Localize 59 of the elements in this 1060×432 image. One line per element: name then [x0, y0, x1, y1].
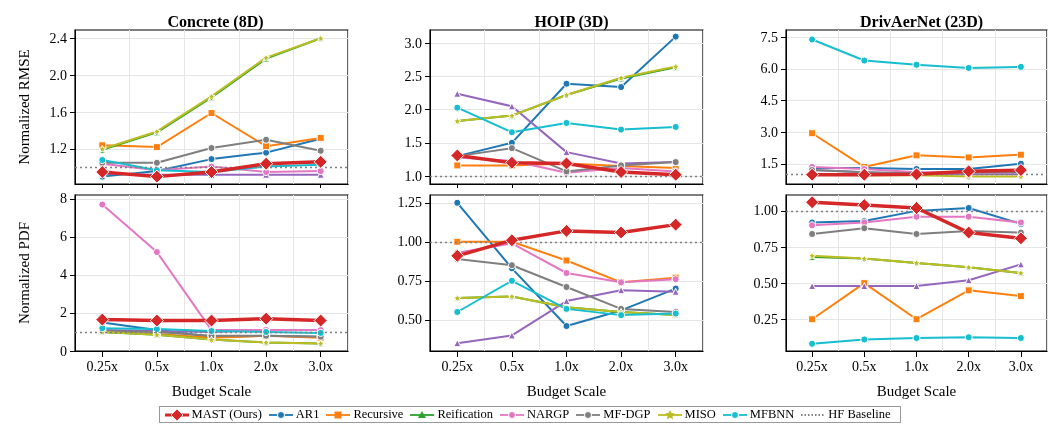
x-tick-label: 3.0x — [663, 358, 688, 374]
y-tick-label: 0.25 — [753, 311, 778, 327]
legend-label: NARGP — [525, 407, 570, 422]
y-tick-label: 2.0 — [49, 67, 67, 83]
legend-label: MF-DGP — [602, 407, 651, 422]
x-tick-label: 2.0x — [253, 358, 279, 374]
x-tick-label: 0.5x — [852, 358, 877, 374]
y-tick-label: 1.5 — [404, 135, 422, 151]
y-tick-label: 6.0 — [760, 61, 778, 77]
y-tick-label: 0.75 — [397, 273, 422, 289]
chart-title: HOIP (3D) — [534, 12, 609, 31]
x-tick-label: 0.25x — [796, 358, 828, 374]
legend-label: Recursive — [352, 407, 404, 422]
x-tick-label: 1.0x — [904, 358, 929, 374]
y-tick-label: 1.25 — [397, 195, 422, 211]
legend-label: Reification — [436, 407, 493, 422]
y-tick-label: 1.0 — [404, 168, 422, 184]
x-axis-title: Budget Scale — [876, 382, 957, 399]
y-tick-label: 2.4 — [49, 30, 67, 46]
legend-label: MAST (Ours) — [190, 407, 262, 422]
x-tick-label: 0.25x — [86, 358, 119, 374]
x-tick-label: 3.0x — [308, 358, 333, 374]
y-tick-label: 6 — [60, 229, 67, 245]
x-tick-label: 1.0x — [199, 358, 224, 374]
x-axis-title: Budget Scale — [171, 382, 252, 399]
y-tick-label: 0.50 — [753, 275, 778, 291]
y-tick-label: 1.5 — [760, 156, 778, 172]
chart-title: Concrete (8D) — [167, 12, 264, 31]
y-tick-label: 1.00 — [397, 234, 422, 250]
x-tick-label: 1.0x — [554, 358, 579, 374]
chart-title: DrivAerNet (23D) — [859, 12, 984, 31]
y-tick-label: 0.50 — [397, 312, 422, 328]
y-tick-label: 3.0 — [404, 35, 422, 51]
y-axis-title: Normalized RMSE — [15, 49, 32, 165]
y-tick-label: 3.0 — [760, 124, 778, 140]
y-tick-label: 4.5 — [760, 93, 778, 109]
y-tick-label: 2.5 — [404, 68, 422, 84]
y-tick-label: 0 — [60, 343, 67, 359]
x-axis-title: Budget Scale — [526, 382, 607, 399]
y-tick-label: 1.6 — [49, 104, 67, 120]
legend-label: MFBNN — [748, 407, 795, 422]
y-tick-label: 7.5 — [760, 29, 778, 45]
x-tick-label: 3.0x — [1008, 358, 1034, 374]
x-tick-label: 0.25x — [441, 358, 474, 374]
legend-label: HF Baseline — [827, 407, 891, 422]
y-tick-label: 1.00 — [753, 203, 778, 219]
y-tick-label: 2.0 — [404, 102, 422, 118]
y-tick-label: 0.75 — [753, 239, 778, 255]
y-tick-label: 2 — [60, 305, 67, 321]
x-tick-label: 2.0x — [608, 358, 634, 374]
y-tick-label: 8 — [60, 191, 67, 207]
legend-label: MISO — [683, 407, 716, 422]
y-axis-title: Normalized PDF — [15, 221, 32, 325]
y-tick-label: 4 — [60, 267, 67, 283]
x-tick-label: 0.5x — [144, 358, 170, 374]
legend-label: AR1 — [294, 407, 320, 422]
x-tick-label: 2.0x — [956, 358, 981, 374]
x-tick-label: 0.5x — [499, 358, 525, 374]
y-tick-label: 1.2 — [49, 141, 67, 157]
